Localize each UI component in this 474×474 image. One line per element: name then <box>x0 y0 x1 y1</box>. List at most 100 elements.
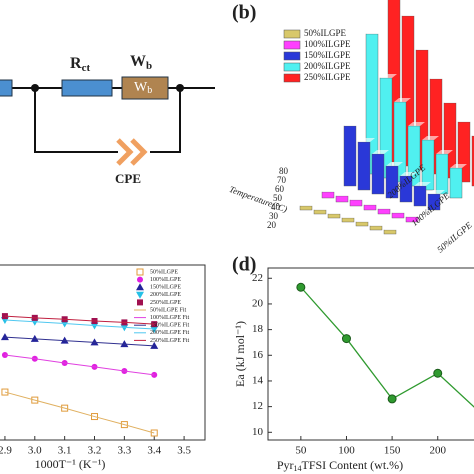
marker <box>1 313 8 320</box>
y-tick-label: 14 <box>252 374 264 386</box>
marker <box>150 326 159 334</box>
x-tick-label: 2.9 <box>0 445 12 457</box>
x-tick-label: 200 <box>429 445 446 457</box>
marker <box>61 404 69 412</box>
marker <box>0 333 9 341</box>
bar3d-top <box>416 46 433 50</box>
bar3d-top <box>414 182 431 186</box>
chart-c: 2.9 3.0 3.1 3.2 3.3 3.4 3.5 1000T⁻¹ (K⁻¹) 50%ILG… <box>0 264 206 471</box>
legend-label: 250%ILGPE <box>150 300 181 306</box>
bar3d-top <box>402 12 419 16</box>
marker <box>341 334 351 344</box>
legend-swatch <box>283 73 301 83</box>
bar3d-top <box>444 99 461 103</box>
x-tick-label: 3.3 <box>118 445 132 457</box>
bar3d-top <box>300 202 317 206</box>
series-line <box>4 315 155 325</box>
y-tick-label: 18 <box>252 323 264 335</box>
bar3d-top <box>430 75 447 79</box>
wire <box>150 88 181 153</box>
legend-marker <box>137 299 143 306</box>
bar3d-top <box>380 74 397 78</box>
label: Rct <box>70 55 90 74</box>
label: Wb <box>134 80 152 96</box>
y-tick-label: 22 <box>252 272 263 284</box>
legend-label: 200%ILGPE Fit <box>150 330 190 336</box>
marker <box>1 388 9 396</box>
node <box>176 84 184 92</box>
label-part: R <box>70 55 82 72</box>
x-label-part: 14 <box>294 464 302 473</box>
bar3d-front <box>471 135 474 187</box>
legend-marker <box>137 276 143 283</box>
x-label-part: Pyr <box>277 458 294 472</box>
y-axis-label: Ea (kJ mol⁻¹) <box>233 321 247 387</box>
label: Wb <box>130 53 152 72</box>
bar3d-front <box>313 209 327 215</box>
bar3d-top <box>372 150 389 154</box>
x-tick-label: 3.4 <box>147 445 161 457</box>
legend-label: 50%ILGPE <box>304 28 346 38</box>
plot-frame <box>267 267 474 441</box>
bar3d-front <box>383 229 397 235</box>
x-axis-label: Pyr14TFSI Content (wt.%) <box>277 458 403 473</box>
bar3d-top <box>392 209 409 213</box>
node <box>31 84 39 92</box>
label-part: b <box>146 60 152 72</box>
bar3d-top <box>384 226 401 230</box>
legend-label: 100%ILGPE Fit <box>150 315 190 321</box>
bar3d-top <box>366 30 383 34</box>
y-tick-label: 16 <box>252 349 264 361</box>
bar3d-top <box>364 201 381 205</box>
bar3d-top <box>344 122 361 126</box>
marker <box>433 368 443 378</box>
y-tick-label: 20 <box>252 297 264 309</box>
bar3d-front <box>413 185 427 207</box>
bar3d-front <box>435 153 449 195</box>
temp-label: 70 <box>277 175 287 185</box>
legend-label: 100%ILGPE <box>150 277 181 283</box>
legend-label: 150%ILGPE <box>304 50 351 60</box>
label-part: ct <box>82 62 91 74</box>
bar3d-top <box>356 218 373 222</box>
x-tick-label: 150 <box>384 445 401 457</box>
x-tick-label: 3.5 <box>177 445 191 457</box>
temp-label: 60 <box>275 184 285 194</box>
legend-swatch <box>283 51 301 61</box>
bar3d-front <box>341 217 355 223</box>
bar3d-top <box>436 150 453 154</box>
bar3d-top <box>378 205 395 209</box>
bar3d-top <box>408 122 425 126</box>
bar3d-front <box>371 153 385 195</box>
panel-label: (d) <box>232 254 256 276</box>
bar3d-front <box>363 204 377 211</box>
bar3d-top <box>370 222 387 226</box>
legend-label: 200%ILGPE <box>304 61 351 71</box>
legend-label: 250%ILGPE Fit <box>150 338 190 344</box>
chart-d: 5010015020025010121416182022Pyr14TFSI Co… <box>232 254 474 473</box>
bar3d-top <box>322 188 339 192</box>
bar3d-top <box>428 190 445 194</box>
cpe-symbol <box>116 138 148 166</box>
bar3d-front <box>369 225 383 231</box>
marker <box>120 421 128 429</box>
legend-label: 250%ILGPE <box>304 72 351 82</box>
warburg <box>121 76 169 100</box>
legend-swatch <box>283 62 301 72</box>
bar3d-front <box>327 213 341 219</box>
x-tick-label: 3.1 <box>58 445 72 457</box>
series-line <box>4 336 155 347</box>
temp-label: 30 <box>269 211 279 221</box>
marker <box>296 282 306 292</box>
series-line <box>4 319 155 330</box>
series-line <box>300 286 474 408</box>
bar3d-front <box>335 195 349 203</box>
x-tick-label: 100 <box>338 445 355 457</box>
circuit <box>0 87 215 153</box>
bar3d-top <box>350 196 367 200</box>
legend-label: 100%ILGPE <box>304 39 351 49</box>
legend-label: 200%ILGPE <box>150 292 181 298</box>
marker <box>31 396 39 404</box>
bar3d-front <box>343 125 357 187</box>
